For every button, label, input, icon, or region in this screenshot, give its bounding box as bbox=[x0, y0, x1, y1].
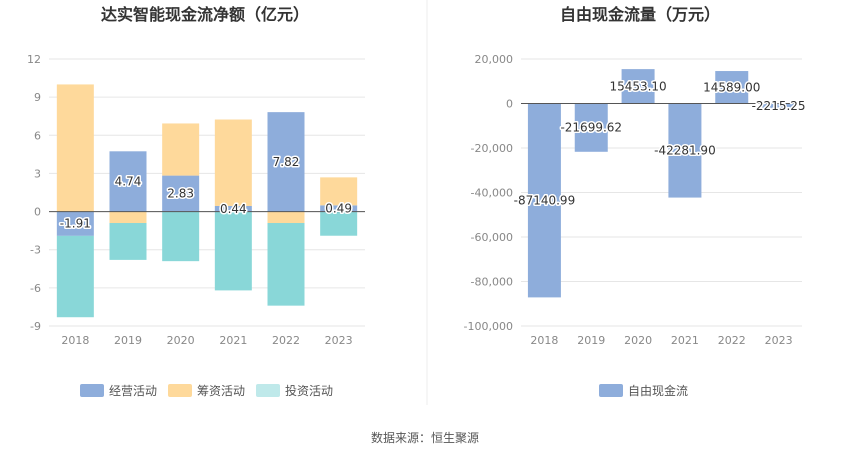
y-tick-label: 0 bbox=[506, 98, 513, 111]
legend-swatch bbox=[256, 384, 280, 397]
data-label: 2.83 bbox=[167, 187, 194, 201]
y-tick-label: -9 bbox=[30, 320, 41, 333]
y-tick-label: -20,000 bbox=[471, 142, 513, 155]
bar-free-cashflow-2019 bbox=[574, 103, 608, 152]
x-tick-label: 2021 bbox=[219, 334, 247, 347]
y-tick-label: 6 bbox=[34, 129, 41, 142]
bar-free-cashflow-2022 bbox=[715, 71, 749, 104]
x-tick-label: 2018 bbox=[530, 334, 558, 347]
data-label: 15453.10 bbox=[609, 79, 666, 93]
y-tick-label: -40,000 bbox=[471, 187, 513, 200]
bar-free-cashflow-2018 bbox=[527, 103, 561, 298]
chart-title-free-cashflow: 自由现金流量（万元） bbox=[560, 5, 720, 24]
legend-label: 自由现金流 bbox=[628, 383, 688, 398]
y-tick-label: 9 bbox=[34, 91, 41, 104]
y-tick-label: 0 bbox=[34, 206, 41, 219]
legend-label: 投资活动 bbox=[285, 383, 333, 398]
y-tick-label: -6 bbox=[30, 282, 41, 295]
bar-2-2023 bbox=[320, 211, 358, 236]
legend-swatch bbox=[80, 384, 104, 397]
x-tick-label: 2019 bbox=[577, 334, 605, 347]
y-tick-label: -80,000 bbox=[471, 276, 513, 289]
bar-1-2022 bbox=[267, 211, 305, 224]
data-label: -1.91 bbox=[60, 217, 91, 231]
bar-2-2020 bbox=[162, 211, 200, 262]
x-tick-label: 2018 bbox=[61, 334, 89, 347]
bar-free-cashflow-2020 bbox=[621, 69, 655, 104]
x-tick-label: 2023 bbox=[325, 334, 353, 347]
y-tick-label: 3 bbox=[34, 167, 41, 180]
bar-1-2020 bbox=[162, 123, 200, 176]
bar-0-2018 bbox=[56, 211, 94, 236]
bar-0-2019 bbox=[109, 151, 147, 212]
legend-label: 筹资活动 bbox=[197, 384, 245, 398]
x-tick-label: 2023 bbox=[765, 334, 793, 347]
y-tick-label: 20,000 bbox=[475, 53, 514, 66]
data-label: 7.82 bbox=[273, 155, 300, 169]
bar-0-2022 bbox=[267, 112, 305, 212]
x-tick-label: 2022 bbox=[718, 334, 746, 347]
bar-1-2018 bbox=[56, 84, 94, 212]
bar-2-2019 bbox=[109, 223, 147, 260]
x-tick-label: 2019 bbox=[114, 334, 142, 347]
bar-0-2023 bbox=[320, 205, 358, 212]
legend-swatch bbox=[599, 384, 623, 397]
data-label: 0.49 bbox=[325, 201, 352, 215]
bar-free-cashflow-2023 bbox=[762, 103, 796, 109]
data-label: -87140.99 bbox=[514, 193, 576, 207]
bar-free-cashflow-2021 bbox=[668, 103, 702, 198]
y-tick-label: -3 bbox=[30, 244, 41, 257]
bar-0-2021 bbox=[214, 205, 252, 212]
bar-1-2019 bbox=[109, 211, 147, 224]
chart-title-cashflow: 达实智能现金流净额（亿元） bbox=[101, 5, 309, 24]
x-tick-label: 2020 bbox=[624, 334, 652, 347]
bar-2-2022 bbox=[267, 223, 305, 306]
data-label: 0.44 bbox=[220, 202, 247, 216]
legend-label: 经营活动 bbox=[109, 384, 157, 398]
bar-1-2021 bbox=[214, 119, 252, 206]
bar-2-2021 bbox=[214, 211, 252, 291]
x-tick-label: 2020 bbox=[167, 334, 195, 347]
data-label: -42281.90 bbox=[654, 144, 716, 158]
source-note: 数据来源：恒生聚源 bbox=[371, 430, 479, 445]
data-label: 14589.00 bbox=[703, 80, 760, 94]
data-label: -2215.25 bbox=[752, 99, 806, 113]
data-label: 4.74 bbox=[115, 174, 142, 188]
y-tick-label: 12 bbox=[27, 53, 41, 66]
x-tick-label: 2021 bbox=[671, 334, 699, 347]
bar-0-2020 bbox=[162, 175, 200, 212]
x-tick-label: 2022 bbox=[272, 334, 300, 347]
bar-1-2023 bbox=[320, 177, 358, 206]
y-tick-label: -60,000 bbox=[471, 231, 513, 244]
y-tick-label: -100,000 bbox=[464, 320, 513, 333]
bar-2-2018 bbox=[56, 235, 94, 318]
data-label: -21699.62 bbox=[560, 121, 622, 135]
legend-swatch bbox=[168, 384, 192, 397]
